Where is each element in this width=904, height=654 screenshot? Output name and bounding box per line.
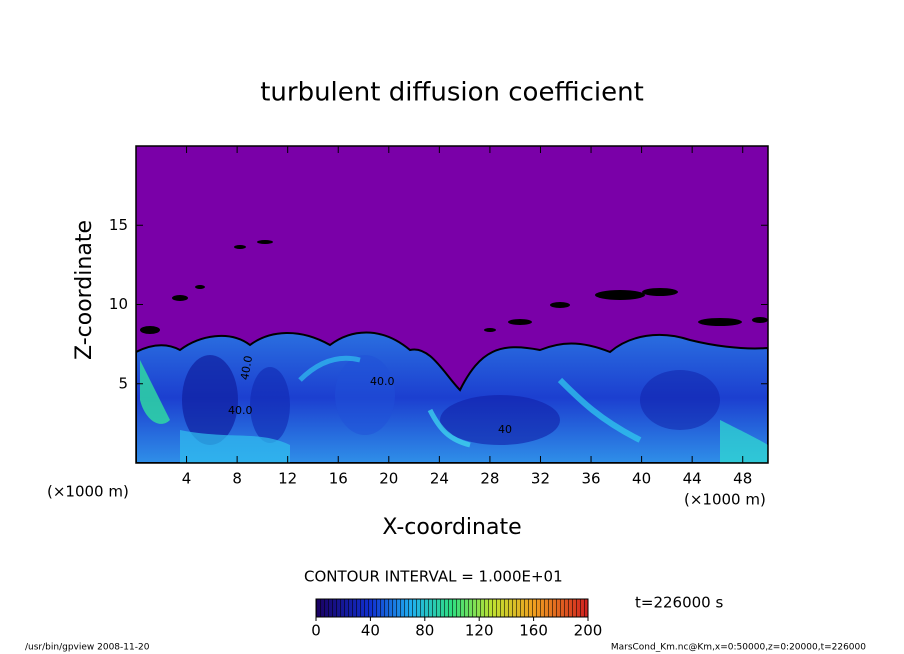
- x-tick-label: 4: [182, 470, 192, 488]
- x-tick-label: 32: [531, 470, 550, 488]
- y-tick-label: 10: [109, 295, 128, 313]
- x-tick-label: 12: [278, 470, 297, 488]
- x-tick-label: 40: [632, 470, 651, 488]
- colorbar-tick-label: 160: [519, 622, 548, 640]
- colorbar-tick-label: 80: [415, 622, 434, 640]
- time-label: t=226000 s: [635, 594, 723, 612]
- x-tick-label: 16: [329, 470, 348, 488]
- x-unit-label: (×1000 m): [47, 483, 129, 501]
- colorbar-tick-label: 0: [311, 622, 321, 640]
- x-tick-label: 44: [683, 470, 702, 488]
- contour-field: [136, 146, 768, 463]
- x-tick-label: 48: [733, 470, 752, 488]
- contour-interval: CONTOUR INTERVAL = 1.000E+01: [304, 568, 563, 586]
- colorbar-tick-label: 120: [465, 622, 494, 640]
- contour-label: 40.0: [238, 355, 255, 381]
- y-axis-label: Z-coordinate: [72, 220, 97, 360]
- footer-right: MarsCond_Km.nc@Km,x=0:50000,z=0:20000,t=…: [611, 643, 866, 653]
- colorbar-tick-label: 200: [574, 622, 603, 640]
- x-tick-label: 28: [480, 470, 499, 488]
- x-axis-label: X-coordinate: [382, 515, 521, 540]
- x-tick-label: 24: [430, 470, 449, 488]
- contour-label: 40: [498, 423, 512, 436]
- contour-label: 40.0: [370, 375, 395, 388]
- x-tick-label: 36: [581, 470, 600, 488]
- y-tick-label: 15: [109, 216, 128, 234]
- x-tick-label: 20: [379, 470, 398, 488]
- x-tick-label: 8: [232, 470, 242, 488]
- chart-title: turbulent diffusion coefficient: [260, 78, 644, 108]
- footer-left: /usr/bin/gpview 2008-11-20: [25, 643, 150, 653]
- colorbar-tick-label: 40: [361, 622, 380, 640]
- x-unit-label: (×1000 m): [684, 491, 766, 509]
- y-tick-label: 5: [118, 374, 128, 392]
- contour-label: 40.0: [228, 404, 253, 417]
- colorbar-frame: [315, 598, 589, 618]
